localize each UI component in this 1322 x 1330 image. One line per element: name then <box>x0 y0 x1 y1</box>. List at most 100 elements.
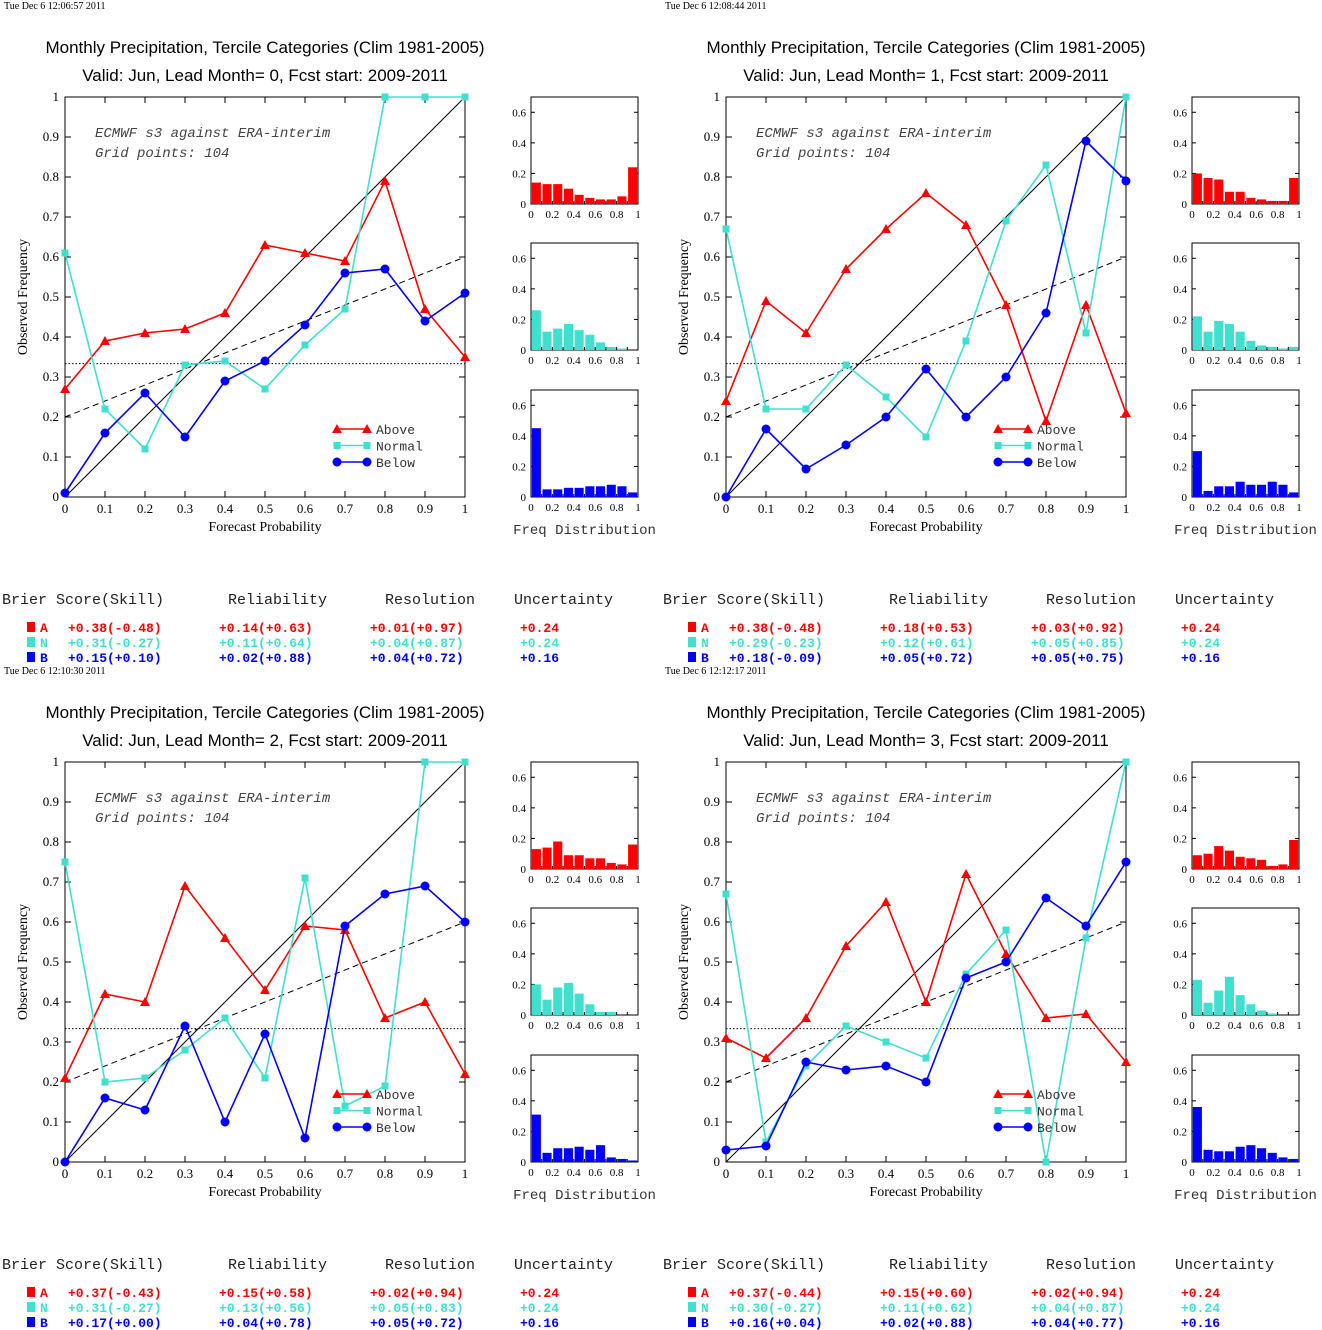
data-point-below <box>1041 308 1051 318</box>
x-tick-label: 0.5 <box>918 501 934 516</box>
data-point-below <box>220 1117 230 1127</box>
hist-x-tick-label: 0.6 <box>1249 1167 1263 1179</box>
y-tick-label: 0.3 <box>43 1034 59 1049</box>
histogram-bar-above <box>1267 865 1277 869</box>
histogram-bar-below <box>585 1149 595 1162</box>
score-row-label: B <box>40 651 48 666</box>
y-tick-label: 0.9 <box>43 794 59 809</box>
legend-label: Normal <box>376 440 423 455</box>
y-tick-label: 0.4 <box>704 329 721 344</box>
hist-x-tick-label: 0 <box>528 1167 534 1179</box>
no-skill-line <box>725 256 1127 418</box>
histogram-bar-above <box>1214 846 1224 869</box>
hist-x-tick-label: 0.8 <box>610 502 624 514</box>
score-row-label: N <box>701 1301 709 1316</box>
hist-y-tick-label: 0.6 <box>512 918 526 930</box>
legend-marker <box>993 424 1003 433</box>
hist-x-tick-label: 1 <box>1296 209 1302 221</box>
y-tick-label: 0.1 <box>704 449 720 464</box>
hist-x-tick-label: 1 <box>635 1020 641 1032</box>
data-point-above <box>300 248 310 257</box>
data-point-above <box>761 296 771 305</box>
data-point-normal <box>1002 217 1010 225</box>
score-color-key <box>27 652 35 662</box>
timestamp: Tue Dec 6 12:08:44 2011 <box>665 1 766 12</box>
data-point-below <box>801 1057 811 1067</box>
hist-y-tick-label: 0.6 <box>1173 107 1187 119</box>
histogram-bar-normal <box>1203 1002 1213 1015</box>
hist-x-tick-label: 0.2 <box>1207 1020 1221 1032</box>
histogram-bar-below <box>553 1148 563 1162</box>
histogram-bar-below <box>1278 1157 1288 1162</box>
hist-x-tick-label: 0 <box>528 874 534 886</box>
y-tick-label: 0.4 <box>704 994 721 1009</box>
data-point-above <box>300 921 310 930</box>
y-tick-label: 0.4 <box>43 329 60 344</box>
histogram-bar-above <box>1257 859 1267 869</box>
x-tick-label: 0.8 <box>1038 501 1054 516</box>
score-header: Brier Score(Skill) <box>2 592 164 609</box>
hist-y-tick-label: 0.4 <box>1173 1096 1187 1108</box>
histogram-bar-normal <box>1224 324 1234 350</box>
score-header: Resolution <box>1046 592 1136 609</box>
hist-y-tick-label: 0 <box>1182 864 1188 876</box>
hist-x-tick-label: 0 <box>1189 1020 1195 1032</box>
data-point-normal <box>181 1046 189 1054</box>
x-tick-label: 0.6 <box>958 1166 975 1181</box>
data-point-below <box>721 492 731 502</box>
freq-distribution-label: Freq Distribution <box>513 523 656 539</box>
x-tick-label: 1 <box>1123 1166 1130 1181</box>
score-color-key <box>688 1302 696 1312</box>
brier-score: +0.30(-0.27) <box>729 1301 823 1316</box>
no-skill-line <box>64 921 466 1083</box>
hist-y-tick-label: 0 <box>1182 492 1188 504</box>
data-point-above <box>140 328 150 337</box>
score-header: Resolution <box>385 592 475 609</box>
chart-title: Monthly Precipitation, Tercile Categorie… <box>45 703 484 722</box>
brier-score: +0.31(-0.27) <box>68 1301 162 1316</box>
data-point-normal <box>261 385 269 393</box>
y-axis-label: Observed Frequency <box>677 904 692 1020</box>
x-tick-label: 0.3 <box>177 1166 193 1181</box>
data-point-above <box>1001 949 1011 958</box>
legend-marker <box>332 424 342 433</box>
legend-marker <box>994 442 1002 449</box>
x-tick-label: 0.4 <box>878 1166 895 1181</box>
perfect-reliability-line <box>725 96 1127 498</box>
legend-label: Normal <box>1037 440 1084 455</box>
x-tick-label: 0.1 <box>758 1166 774 1181</box>
y-tick-label: 0.1 <box>43 449 59 464</box>
histogram-bar-normal <box>1203 331 1213 350</box>
data-point-above <box>961 220 971 229</box>
hist-x-tick-label: 0.4 <box>1228 355 1242 367</box>
legend-marker <box>362 424 372 433</box>
brier-score: +0.18(-0.09) <box>729 651 823 666</box>
data-point-above <box>801 328 811 337</box>
hist-y-tick-label: 0 <box>521 199 527 211</box>
hist-y-tick-label: 0.2 <box>1173 168 1187 180</box>
y-tick-label: 1 <box>53 754 60 769</box>
annotation-line: Grid points: 104 <box>95 146 229 162</box>
histogram-bar-below <box>542 489 552 497</box>
resolution-score: +0.04(+0.77) <box>1031 1316 1125 1330</box>
histogram-bar-below <box>606 1157 616 1162</box>
histogram-bar-above <box>1203 853 1213 869</box>
histogram-bar-below <box>1203 1149 1213 1162</box>
score-header: Uncertainty <box>1175 1257 1274 1274</box>
resolution-score: +0.01(+0.97) <box>370 621 464 636</box>
hist-x-tick-label: 1 <box>1296 874 1302 886</box>
hist-x-tick-label: 0.8 <box>1271 1020 1285 1032</box>
y-tick-label: 0.6 <box>43 249 60 264</box>
data-point-normal <box>381 1082 389 1090</box>
histogram-bar-below <box>531 1114 541 1162</box>
perfect-reliability-line <box>64 96 466 498</box>
chart-subtitle: Valid: Jun, Lead Month= 1, Fcst start: 2… <box>743 66 1109 85</box>
histogram-bar-normal <box>585 334 595 350</box>
hist-x-tick-label: 0.4 <box>1228 502 1242 514</box>
hist-y-tick-label: 0.4 <box>1173 284 1187 296</box>
hist-y-tick-label: 0.6 <box>1173 1065 1187 1077</box>
hist-x-tick-label: 0 <box>528 1020 534 1032</box>
hist-x-tick-label: 0.6 <box>1249 355 1263 367</box>
score-header: Reliability <box>889 592 988 609</box>
